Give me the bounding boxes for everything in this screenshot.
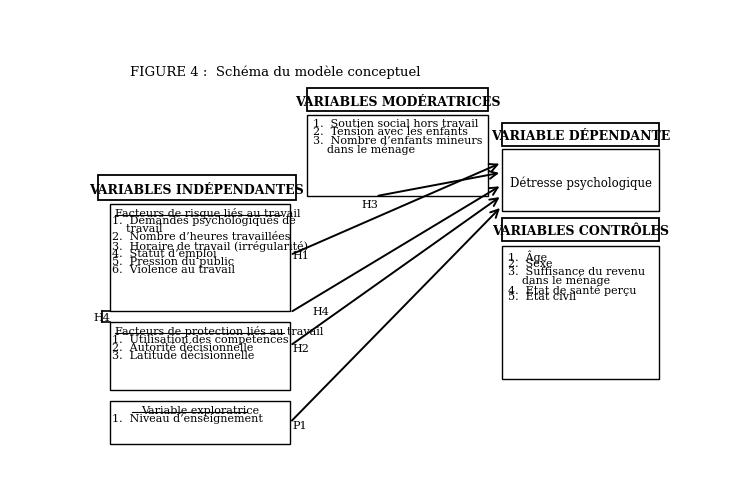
Text: 2.  Nombre d’heures travaillées: 2. Nombre d’heures travaillées — [112, 232, 291, 242]
Text: 5.  État civil: 5. État civil — [508, 291, 576, 302]
Text: 4.  Statut d’emploi: 4. Statut d’emploi — [112, 249, 217, 259]
Text: P1: P1 — [293, 421, 307, 431]
Text: H4: H4 — [93, 312, 110, 323]
FancyBboxPatch shape — [502, 149, 659, 211]
Text: Facteurs de protection liés au travail: Facteurs de protection liés au travail — [115, 326, 324, 337]
FancyBboxPatch shape — [502, 246, 659, 379]
Text: H1: H1 — [293, 252, 310, 261]
Text: H2: H2 — [293, 344, 310, 354]
FancyBboxPatch shape — [109, 204, 290, 311]
Text: 4.  État de santé perçu: 4. État de santé perçu — [508, 283, 636, 296]
Text: 2.  Autorité décisionnelle: 2. Autorité décisionnelle — [112, 343, 253, 353]
FancyBboxPatch shape — [109, 322, 290, 390]
FancyBboxPatch shape — [109, 401, 290, 444]
Text: 2.  Sexe: 2. Sexe — [508, 259, 552, 269]
Text: Facteurs de risque liés au travail: Facteurs de risque liés au travail — [115, 208, 301, 219]
Text: H3: H3 — [361, 200, 378, 210]
FancyBboxPatch shape — [98, 175, 296, 200]
Text: 2.  Tension avec les enfants: 2. Tension avec les enfants — [313, 128, 468, 137]
FancyBboxPatch shape — [502, 217, 659, 240]
Text: FIGURE 4 :  Schéma du modèle conceptuel: FIGURE 4 : Schéma du modèle conceptuel — [129, 66, 420, 79]
Text: 3.  Suffisance du revenu: 3. Suffisance du revenu — [508, 267, 644, 277]
Text: 5.  Pression du public: 5. Pression du public — [112, 257, 234, 267]
Text: 3.  Horaire de travail (irrégularité): 3. Horaire de travail (irrégularité) — [112, 240, 308, 252]
Text: dans le ménage: dans le ménage — [313, 144, 415, 155]
Text: dans le ménage: dans le ménage — [508, 275, 610, 286]
Text: 6.  Violence au travail: 6. Violence au travail — [112, 265, 236, 275]
FancyBboxPatch shape — [307, 88, 488, 111]
Text: 3.  Nombre d’enfants mineurs: 3. Nombre d’enfants mineurs — [313, 135, 483, 145]
Text: 1.  Âge: 1. Âge — [508, 251, 547, 263]
Text: H4: H4 — [313, 307, 330, 317]
Text: VARIABLE DÉPENDANTE: VARIABLE DÉPENDANTE — [491, 131, 670, 144]
Text: 1.  Niveau d’enseignement: 1. Niveau d’enseignement — [112, 414, 263, 424]
Text: VARIABLES CONTRÔLES: VARIABLES CONTRÔLES — [492, 226, 669, 239]
Text: Variable exploratrice: Variable exploratrice — [140, 406, 259, 416]
Text: 1.  Utilisation des compétences: 1. Utilisation des compétences — [112, 335, 289, 346]
Text: Détresse psychologique: Détresse psychologique — [510, 176, 652, 190]
Text: travail: travail — [112, 224, 163, 234]
FancyBboxPatch shape — [502, 123, 659, 145]
Text: VARIABLES INDÉPENDANTES: VARIABLES INDÉPENDANTES — [89, 184, 304, 197]
FancyBboxPatch shape — [307, 115, 488, 196]
Text: VARIABLES MODÉRATRICES: VARIABLES MODÉRATRICES — [295, 96, 500, 109]
Text: 3.  Latitude décisionnelle: 3. Latitude décisionnelle — [112, 351, 255, 360]
Text: 1.  Demandes psychologiques de: 1. Demandes psychologiques de — [112, 216, 296, 226]
Text: 1.  Soutien social hors travail: 1. Soutien social hors travail — [313, 120, 478, 129]
